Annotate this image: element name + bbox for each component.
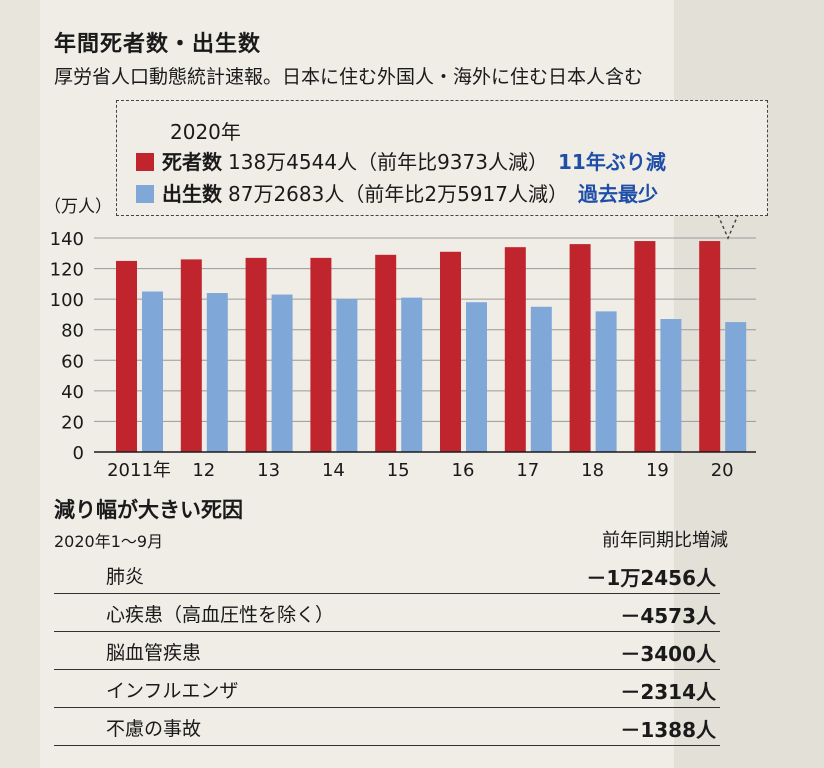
callout-pointer xyxy=(717,214,739,240)
bar-births xyxy=(401,297,423,452)
causes-title: 減り幅が大きい死因 xyxy=(54,498,243,522)
cause-name: 不慮の事故 xyxy=(106,718,202,740)
table-row: 脳血管疾患 －3400人 xyxy=(54,632,720,670)
bar-births xyxy=(725,322,747,452)
background-strip-left xyxy=(0,0,40,768)
bar-deaths xyxy=(310,257,332,452)
legend-box xyxy=(116,100,768,216)
chart-subtitle: 厚労省人口動態統計速報。日本に住む外国人・海外に住む日本人含む xyxy=(54,66,644,88)
table-row: インフルエンザ －2314人 xyxy=(54,670,720,708)
y-tick-label: 20 xyxy=(61,412,84,433)
bar-births xyxy=(595,311,617,452)
legend-year: 2020年 xyxy=(170,120,241,144)
bar-births xyxy=(336,299,358,452)
bar-births xyxy=(530,306,552,452)
deaths-note: 11年ぶり減 xyxy=(557,150,666,174)
births-swatch xyxy=(136,185,154,203)
x-tick-label: 19 xyxy=(646,460,669,481)
cause-name: 脳血管疾患 xyxy=(106,642,202,664)
births-value: 87万2683人（前年比2万5917人減） xyxy=(228,182,568,206)
y-tick-label: 40 xyxy=(61,382,84,403)
x-tick-label: 18 xyxy=(581,460,604,481)
x-tick-label: 17 xyxy=(516,460,539,481)
bar-births xyxy=(142,291,163,452)
cause-value: －1万2456人 xyxy=(586,566,716,590)
bar-deaths xyxy=(245,257,267,452)
table-row: 肺炎 －1万2456人 xyxy=(54,556,720,594)
cause-value: －3400人 xyxy=(620,642,716,666)
causes-period: 2020年1～9月 xyxy=(54,532,164,551)
births-label: 出生数 xyxy=(162,182,222,206)
x-tick-label: 14 xyxy=(322,460,345,481)
y-tick-label: 120 xyxy=(50,260,84,281)
x-tick-label: 13 xyxy=(257,460,280,481)
bar-deaths xyxy=(634,241,656,452)
births-note: 過去最少 xyxy=(577,182,658,206)
table-row: 不慮の事故 －1388人 xyxy=(54,708,720,746)
x-tick-label: 20 xyxy=(711,460,734,481)
bar-births xyxy=(206,293,228,452)
legend-births: 出生数 87万2683人（前年比2万5917人減） 過去最少 xyxy=(136,178,658,207)
bar-deaths xyxy=(375,254,397,452)
bar-deaths xyxy=(116,260,137,452)
bar-deaths xyxy=(569,244,591,452)
deaths-label: 死者数 xyxy=(162,150,222,174)
chart-title: 年間死者数・出生数 xyxy=(54,32,262,57)
bar-deaths xyxy=(180,259,202,452)
cause-name: 心疾患（高血圧性を除く） xyxy=(106,604,335,626)
y-tick-label: 0 xyxy=(73,443,84,464)
deaths-swatch xyxy=(136,153,154,171)
cause-name: インフルエンザ xyxy=(106,680,239,702)
bar-births xyxy=(271,294,293,452)
y-tick-label: 80 xyxy=(61,321,84,342)
legend-deaths: 死者数 138万4544人（前年比9373人減） 11年ぶり減 xyxy=(136,146,666,175)
y-tick-label: 140 xyxy=(50,229,84,250)
x-tick-label: 15 xyxy=(387,460,410,481)
x-tick-label: 2011年 xyxy=(107,460,171,481)
cause-value: －2314人 xyxy=(620,680,716,704)
cause-value: －4573人 xyxy=(620,604,716,628)
y-tick-label: 100 xyxy=(50,290,84,311)
cause-name: 肺炎 xyxy=(106,566,145,588)
cause-value: －1388人 xyxy=(620,718,716,742)
causes-column-header: 前年同期比増減 xyxy=(602,530,728,551)
bar-deaths xyxy=(504,247,526,452)
x-tick-label: 12 xyxy=(192,460,215,481)
bar-births xyxy=(660,319,682,452)
x-tick-label: 16 xyxy=(452,460,475,481)
y-tick-label: 60 xyxy=(61,351,84,372)
bar-deaths xyxy=(440,251,461,452)
bar-deaths xyxy=(699,241,721,452)
table-row: 心疾患（高血圧性を除く） －4573人 xyxy=(54,594,720,632)
y-axis-unit: （万人） xyxy=(44,197,112,217)
bar-births xyxy=(466,302,487,452)
deaths-value: 138万4544人（前年比9373人減） xyxy=(228,150,548,174)
